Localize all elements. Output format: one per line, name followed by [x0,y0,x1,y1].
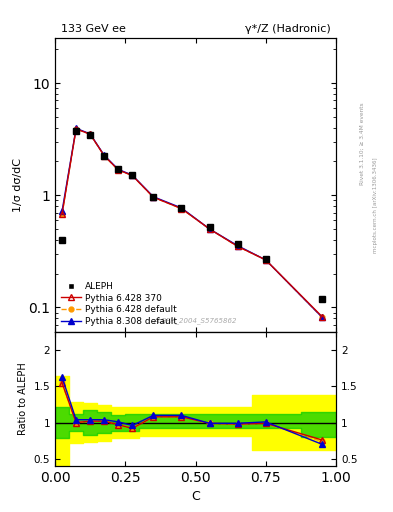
Legend: ALEPH, Pythia 6.428 370, Pythia 6.428 default, Pythia 8.308 default: ALEPH, Pythia 6.428 370, Pythia 6.428 de… [59,280,178,328]
Text: Rivet 3.1.10; ≥ 3.4M events: Rivet 3.1.10; ≥ 3.4M events [360,102,365,185]
X-axis label: C: C [191,490,200,503]
Text: ALEPH_2004_S5765862: ALEPH_2004_S5765862 [154,317,237,324]
Text: 133 GeV ee: 133 GeV ee [61,24,125,34]
Text: γ*/Z (Hadronic): γ*/Z (Hadronic) [245,24,331,34]
Text: mcplots.cern.ch [arXiv:1306.3436]: mcplots.cern.ch [arXiv:1306.3436] [373,157,378,252]
Y-axis label: Ratio to ALEPH: Ratio to ALEPH [18,362,28,436]
Y-axis label: 1/σ dσ/dC: 1/σ dσ/dC [13,158,23,212]
